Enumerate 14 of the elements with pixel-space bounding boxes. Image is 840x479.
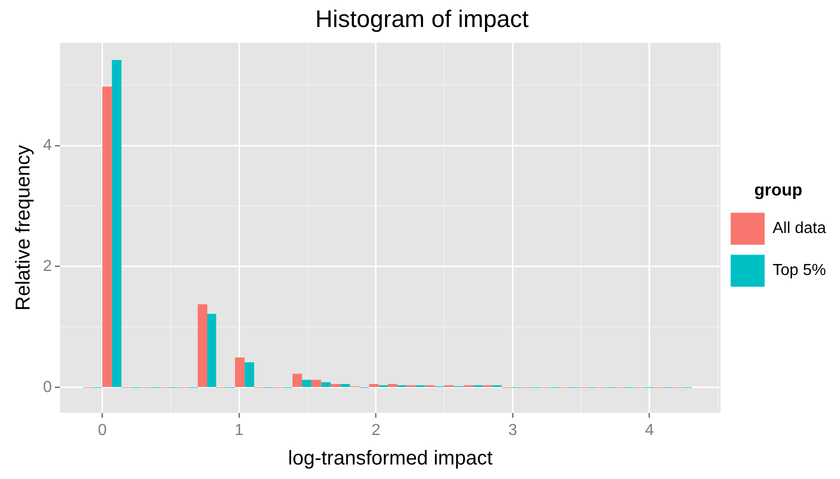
- y-tick-label: 0: [42, 378, 52, 396]
- legend-title: group: [754, 180, 802, 200]
- y-tick-label: 4: [42, 136, 52, 154]
- legend-label: Top 5%: [772, 262, 826, 280]
- legend-label: All data: [772, 220, 826, 238]
- y-tick-label: 2: [42, 258, 52, 275]
- x-tick-label: 4: [645, 422, 654, 439]
- y-axis-title: Relative frequency: [12, 144, 35, 311]
- x-tick-label: 3: [508, 422, 518, 439]
- x-axis-title: log-transformed impact: [288, 448, 493, 470]
- x-tick-label: 1: [234, 422, 244, 439]
- x-tick-label: 2: [371, 422, 380, 439]
- chart-title: Histogram of impact: [315, 6, 530, 34]
- x-tick-label: 0: [98, 422, 107, 439]
